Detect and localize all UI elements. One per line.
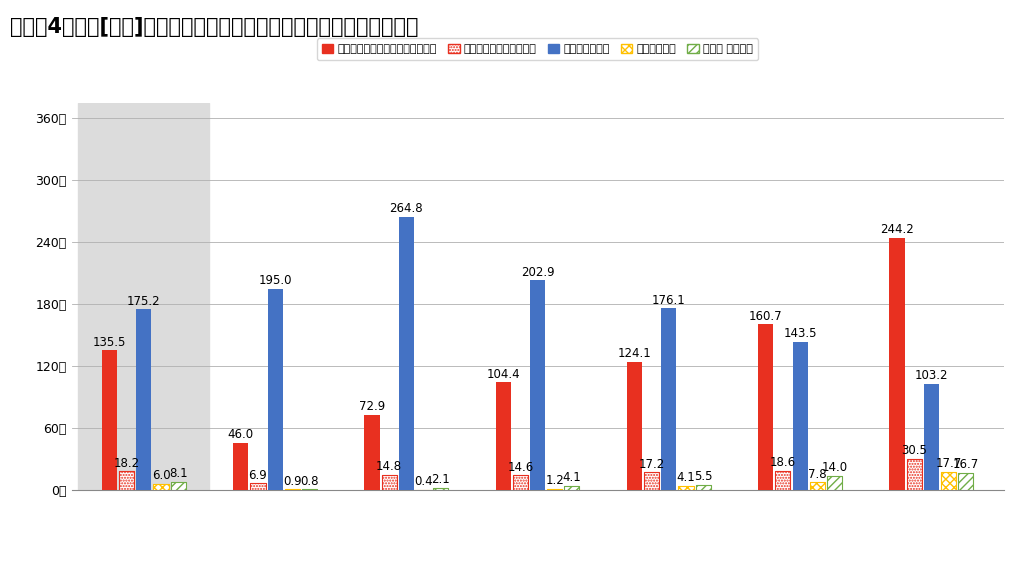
Text: 17.7: 17.7 <box>935 457 962 470</box>
Bar <box>906 459 922 490</box>
Text: 14.0: 14.0 <box>821 461 848 474</box>
Text: 46.0: 46.0 <box>227 428 254 441</box>
Text: 18.2: 18.2 <box>114 457 139 470</box>
Bar <box>644 473 659 490</box>
Bar <box>564 486 580 490</box>
Text: 143.5: 143.5 <box>783 327 817 340</box>
Bar <box>924 384 939 490</box>
Bar <box>627 362 642 490</box>
Text: 2.1: 2.1 <box>431 474 451 486</box>
Bar <box>233 443 249 490</box>
Text: 5.5: 5.5 <box>694 470 713 483</box>
Bar <box>906 459 922 490</box>
Bar <box>285 489 300 490</box>
Bar <box>382 475 396 490</box>
Text: 7.8: 7.8 <box>808 467 826 481</box>
Bar <box>758 324 773 490</box>
Bar <box>119 471 134 490</box>
Text: 176.1: 176.1 <box>652 294 686 307</box>
Bar <box>826 476 842 490</box>
Bar <box>171 482 185 490</box>
Bar <box>890 238 904 490</box>
Bar <box>154 484 169 490</box>
Bar <box>644 473 659 490</box>
Text: 30.5: 30.5 <box>901 444 927 457</box>
Text: 104.4: 104.4 <box>486 368 520 381</box>
Text: 124.1: 124.1 <box>617 347 651 360</box>
Bar <box>547 489 562 490</box>
Text: 202.9: 202.9 <box>521 266 554 279</box>
Text: 6.9: 6.9 <box>249 469 267 482</box>
Text: 17.2: 17.2 <box>639 458 665 471</box>
Text: 14.8: 14.8 <box>376 461 402 473</box>
Bar <box>662 308 677 490</box>
Bar <box>433 488 449 490</box>
Bar <box>496 382 511 490</box>
Text: 6.0: 6.0 <box>152 470 170 482</box>
Text: 195.0: 195.0 <box>258 274 292 287</box>
Bar <box>285 489 300 490</box>
Bar <box>775 471 791 490</box>
Bar <box>941 472 956 490</box>
Bar <box>119 471 134 490</box>
Bar <box>695 484 711 490</box>
Bar <box>78 103 210 490</box>
Bar <box>251 483 265 490</box>
Text: 0.4: 0.4 <box>414 475 433 488</box>
Bar <box>793 342 808 490</box>
Bar <box>695 484 711 490</box>
Text: 18.6: 18.6 <box>770 457 796 470</box>
Text: 264.8: 264.8 <box>389 202 423 215</box>
Bar <box>679 486 693 490</box>
Bar <box>941 472 956 490</box>
Text: 72.9: 72.9 <box>358 400 385 413</box>
Text: 14.6: 14.6 <box>507 461 534 474</box>
Bar <box>564 486 580 490</box>
Text: 【令和4年度】[平日]主なメディアの平均利用時間（全年代・年代別）: 【令和4年度】[平日]主なメディアの平均利用時間（全年代・年代別） <box>10 17 419 37</box>
Bar <box>365 415 380 490</box>
Bar <box>513 475 528 490</box>
Bar <box>775 471 791 490</box>
Bar <box>171 482 185 490</box>
Bar <box>547 489 562 490</box>
Bar <box>398 217 414 490</box>
Text: 0.8: 0.8 <box>300 475 318 488</box>
Bar <box>136 309 152 490</box>
Text: 175.2: 175.2 <box>127 295 161 308</box>
Bar <box>530 280 545 490</box>
Bar <box>810 482 824 490</box>
Text: 4.1: 4.1 <box>677 471 695 484</box>
Text: 4.1: 4.1 <box>562 471 582 484</box>
Bar <box>433 488 449 490</box>
Text: 1.2: 1.2 <box>546 474 564 487</box>
Bar <box>826 476 842 490</box>
Text: 16.7: 16.7 <box>952 458 979 471</box>
Bar <box>810 482 824 490</box>
Text: 244.2: 244.2 <box>881 223 913 236</box>
Text: 103.2: 103.2 <box>914 369 948 382</box>
Bar <box>513 475 528 490</box>
Legend: テレビ（リアルタイム）視聴時間, テレビ（録画）視聴時間, ネット利用時間, 新聞閲読時間, ラジオ 聴取時間: テレビ（リアルタイム）視聴時間, テレビ（録画）視聴時間, ネット利用時間, 新… <box>316 38 759 60</box>
Bar <box>679 486 693 490</box>
Bar <box>958 473 973 490</box>
Bar <box>251 483 265 490</box>
Bar <box>958 473 973 490</box>
Text: 135.5: 135.5 <box>93 336 126 349</box>
Text: 8.1: 8.1 <box>169 467 187 481</box>
Bar <box>154 484 169 490</box>
Bar <box>102 350 117 490</box>
Text: 160.7: 160.7 <box>749 310 782 323</box>
Text: 0.9: 0.9 <box>283 475 302 488</box>
Bar <box>267 288 283 490</box>
Bar <box>382 475 396 490</box>
